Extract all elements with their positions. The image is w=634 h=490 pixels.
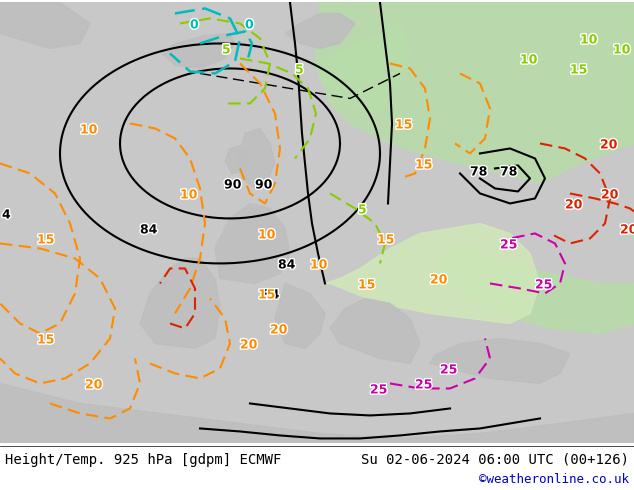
Text: 84: 84 — [262, 289, 280, 301]
Text: 15: 15 — [37, 334, 55, 346]
Text: 10: 10 — [580, 33, 597, 47]
Text: 15: 15 — [37, 233, 55, 246]
Polygon shape — [285, 13, 355, 49]
Text: 25: 25 — [440, 364, 458, 376]
Text: 20: 20 — [601, 189, 619, 201]
Polygon shape — [330, 298, 420, 364]
Text: 15: 15 — [395, 119, 413, 131]
Polygon shape — [315, 2, 634, 183]
Text: 20: 20 — [270, 323, 287, 337]
Text: 10: 10 — [80, 123, 98, 136]
Text: 10: 10 — [613, 44, 630, 56]
Text: ©weatheronline.co.uk: ©weatheronline.co.uk — [479, 473, 629, 487]
Polygon shape — [238, 128, 275, 189]
Text: 10: 10 — [310, 258, 328, 271]
Text: 20: 20 — [600, 139, 618, 151]
Polygon shape — [320, 24, 410, 114]
Text: 15: 15 — [377, 233, 394, 246]
Text: 5: 5 — [295, 63, 304, 76]
Text: 90: 90 — [255, 178, 273, 192]
Text: 20: 20 — [240, 339, 257, 351]
Text: Su 02-06-2024 06:00 UTC (00+126): Su 02-06-2024 06:00 UTC (00+126) — [361, 453, 629, 467]
Polygon shape — [215, 203, 290, 283]
Text: 0: 0 — [190, 19, 198, 31]
Text: Height/Temp. 925 hPa [gdpm] ECMWF: Height/Temp. 925 hPa [gdpm] ECMWF — [5, 453, 281, 467]
Text: 90: 90 — [224, 178, 242, 192]
Text: 20: 20 — [85, 378, 103, 392]
Text: 25: 25 — [535, 278, 552, 292]
Polygon shape — [0, 384, 634, 443]
Polygon shape — [325, 223, 540, 323]
Text: 5: 5 — [222, 44, 231, 56]
Text: 20: 20 — [565, 198, 583, 212]
Polygon shape — [275, 283, 325, 348]
Text: 25: 25 — [415, 378, 432, 392]
Text: 20: 20 — [620, 223, 634, 237]
Text: 5: 5 — [358, 203, 366, 217]
Text: 10: 10 — [180, 189, 198, 201]
Text: 15: 15 — [415, 158, 432, 172]
Text: 20: 20 — [430, 273, 448, 287]
Text: 84: 84 — [278, 258, 295, 271]
Text: 4: 4 — [2, 208, 11, 221]
Polygon shape — [140, 258, 220, 348]
Polygon shape — [225, 146, 248, 173]
Polygon shape — [0, 2, 90, 49]
Text: 78: 78 — [500, 166, 517, 178]
Text: 25: 25 — [500, 239, 517, 251]
Polygon shape — [430, 339, 570, 384]
Polygon shape — [440, 244, 634, 334]
Text: 10: 10 — [520, 53, 538, 67]
Text: 78: 78 — [470, 166, 488, 178]
Text: 15: 15 — [358, 278, 375, 292]
Text: 10: 10 — [258, 228, 276, 242]
Text: 15: 15 — [258, 289, 276, 301]
Text: 84: 84 — [140, 223, 157, 237]
Text: 0: 0 — [245, 19, 254, 31]
Polygon shape — [162, 33, 235, 69]
Text: 15: 15 — [570, 63, 588, 76]
Text: 25: 25 — [370, 384, 387, 396]
